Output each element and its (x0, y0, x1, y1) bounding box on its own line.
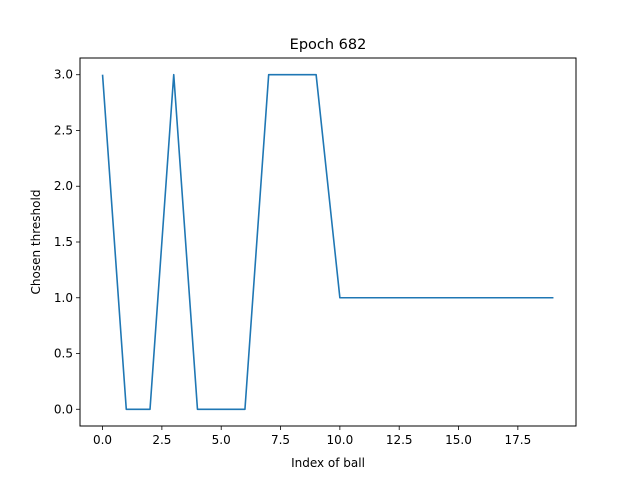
x-tick-label: 2.5 (152, 433, 171, 447)
x-tick-label: 7.5 (271, 433, 290, 447)
y-tick-label: 2.0 (54, 179, 73, 193)
x-tick-label: 10.0 (327, 433, 354, 447)
y-tick-label: 1.5 (54, 235, 73, 249)
y-axis-label: Chosen threshold (29, 190, 43, 295)
y-tick-label: 2.5 (54, 123, 73, 137)
x-axis-ticks: 0.0 2.5 5.0 7.5 10.0 12.5 15.0 17.5 (93, 426, 531, 447)
x-tick-label: 0.0 (93, 433, 112, 447)
chart-title: Epoch 682 (290, 37, 367, 53)
x-tick-label: 12.5 (386, 433, 413, 447)
y-tick-label: 0.0 (54, 402, 73, 416)
y-tick-label: 0.5 (54, 347, 73, 361)
x-tick-label: 17.5 (504, 433, 531, 447)
y-axis-ticks: 0.0 0.5 1.0 1.5 2.0 2.5 3.0 (54, 68, 80, 416)
plot-area (101, 73, 554, 411)
axes-frame (79, 57, 577, 427)
series-line-0 (101, 73, 554, 411)
y-tick-label: 3.0 (54, 68, 73, 82)
x-axis-label: Index of ball (291, 456, 365, 470)
x-tick-label: 5.0 (212, 433, 231, 447)
x-tick-label: 15.0 (445, 433, 472, 447)
y-tick-label: 1.0 (54, 291, 73, 305)
